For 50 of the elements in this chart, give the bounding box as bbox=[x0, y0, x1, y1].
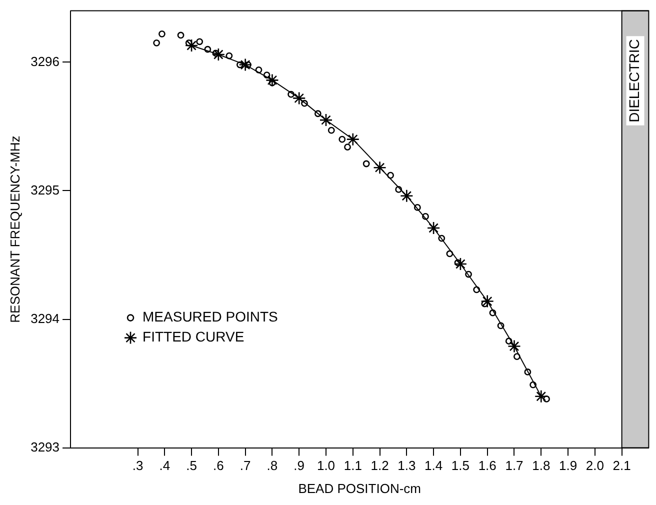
x-tick-label: .8 bbox=[266, 458, 278, 474]
y-tick-label: 3293 bbox=[30, 439, 60, 454]
point bbox=[454, 257, 468, 271]
point bbox=[292, 92, 306, 105]
x-tick-label: 1.5 bbox=[451, 458, 470, 474]
point bbox=[196, 38, 204, 46]
band-label: DIELECTRIC bbox=[626, 39, 642, 122]
x-tick-label: 1.1 bbox=[344, 458, 362, 474]
legend-label: FITTED CURVE bbox=[142, 328, 244, 345]
point bbox=[158, 30, 166, 38]
x-tick-label: .5 bbox=[186, 458, 197, 474]
x-tick-label: 1.3 bbox=[398, 458, 416, 474]
x-tick-label: 1.8 bbox=[532, 458, 550, 474]
point bbox=[319, 113, 333, 127]
x-tick-label: 2.0 bbox=[586, 458, 604, 474]
x-tick-label: .9 bbox=[294, 458, 305, 474]
x-tick-label: 1.4 bbox=[424, 458, 443, 474]
point bbox=[508, 340, 521, 353]
x-tick-label: .3 bbox=[132, 458, 144, 474]
point bbox=[338, 136, 346, 143]
point bbox=[212, 48, 226, 62]
point bbox=[480, 294, 494, 308]
y-axis-title: RESONANT FREQUENCY-MHz bbox=[7, 136, 22, 323]
point bbox=[177, 32, 184, 39]
legend-label: MEASURED POINTS bbox=[142, 308, 278, 325]
y-tick-label: 3294 bbox=[30, 310, 60, 326]
point bbox=[344, 144, 351, 150]
point bbox=[153, 39, 160, 46]
point bbox=[328, 126, 335, 134]
point bbox=[266, 74, 279, 87]
x-tick-label: 1.2 bbox=[370, 458, 389, 474]
point bbox=[426, 221, 440, 235]
point bbox=[184, 38, 198, 52]
point bbox=[346, 132, 360, 146]
point bbox=[362, 160, 370, 168]
x-tick-label: .6 bbox=[213, 458, 224, 474]
point bbox=[400, 189, 414, 203]
x-tick-label: 2.1 bbox=[612, 458, 631, 474]
x-tick-label: 1.6 bbox=[478, 458, 496, 474]
x-tick-label: .7 bbox=[240, 458, 251, 474]
point bbox=[373, 160, 386, 174]
x-tick-label: 1.9 bbox=[558, 458, 578, 474]
x-tick-label: 1.7 bbox=[505, 458, 524, 474]
x-tick-label: .4 bbox=[159, 458, 170, 474]
x-axis-title: BEAD POSITION-cm bbox=[298, 480, 422, 496]
y-tick-label: 3296 bbox=[30, 54, 60, 69]
point bbox=[238, 58, 252, 72]
y-tick-label: 3295 bbox=[30, 182, 60, 198]
x-tick-label: 1.0 bbox=[316, 458, 336, 474]
point bbox=[534, 390, 548, 404]
